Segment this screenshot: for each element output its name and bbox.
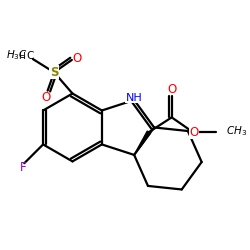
Text: O: O [72,52,82,65]
Text: $CH_3$: $CH_3$ [226,124,247,138]
Text: C: C [27,50,34,60]
Text: S: S [50,66,58,79]
Text: F: F [20,161,26,174]
Text: O: O [167,83,176,96]
Text: O: O [189,126,198,139]
Text: NH: NH [126,93,142,103]
Text: $H_3C$: $H_3C$ [6,48,28,62]
Text: O: O [42,90,51,104]
Text: H: H [18,52,25,60]
Polygon shape [134,131,150,155]
